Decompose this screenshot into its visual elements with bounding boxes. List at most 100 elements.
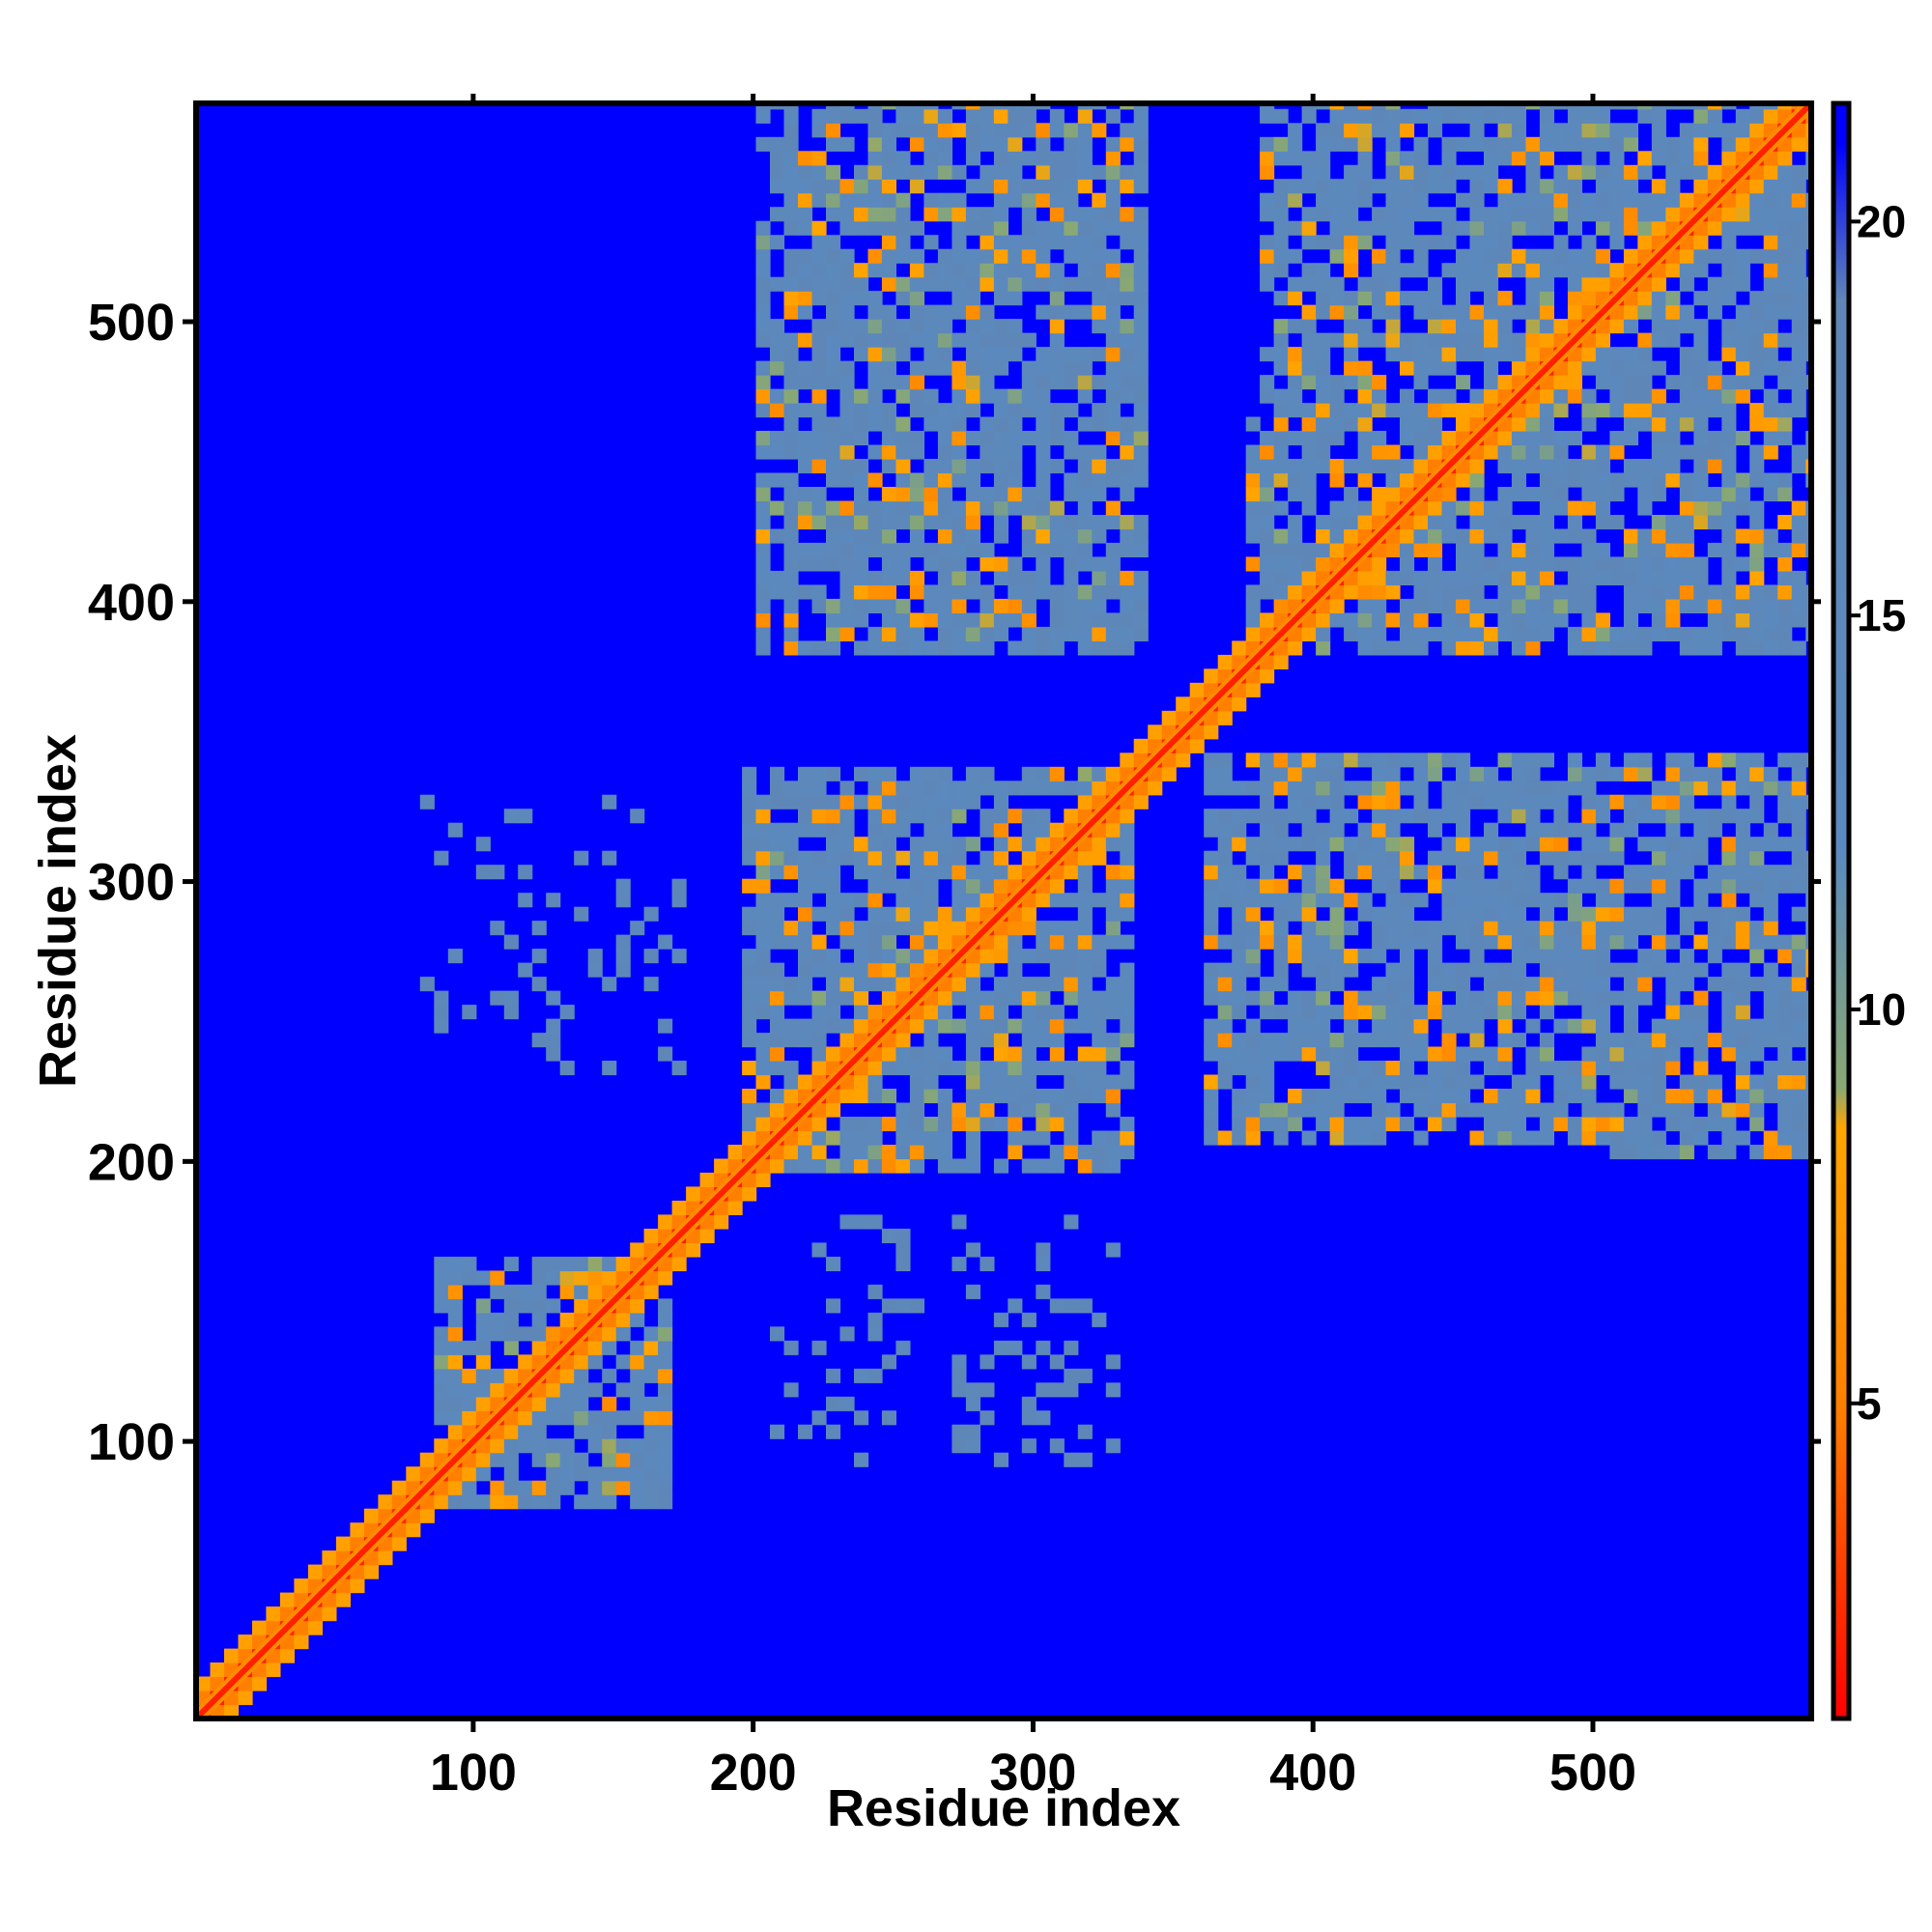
heatmap-cell xyxy=(867,472,883,488)
heatmap-cell xyxy=(1385,332,1401,348)
heatmap-cell xyxy=(630,1466,645,1482)
heatmap-cell xyxy=(1553,459,1569,474)
heatmap-cell xyxy=(1777,515,1793,530)
heatmap-cell xyxy=(1329,893,1345,908)
heatmap-cell xyxy=(1581,1089,1597,1104)
heatmap-cell xyxy=(1273,1046,1289,1062)
heatmap-cell xyxy=(1525,136,1541,152)
heatmap-cell xyxy=(1735,472,1750,488)
heatmap-cell xyxy=(1623,766,1638,781)
heatmap-cell xyxy=(658,1410,673,1426)
heatmap-cell xyxy=(895,151,911,166)
heatmap-cell xyxy=(937,794,952,810)
heatmap-cell xyxy=(434,1256,449,1271)
heatmap-cell xyxy=(1469,542,1485,557)
heatmap-cell xyxy=(881,151,896,166)
heatmap-cell xyxy=(1372,375,1387,390)
heatmap-cell xyxy=(462,1270,477,1286)
heatmap-cell xyxy=(993,1340,1009,1355)
heatmap-cell xyxy=(937,360,952,376)
heatmap-cell xyxy=(839,809,855,824)
heatmap-cell xyxy=(1679,1033,1694,1048)
heatmap-cell xyxy=(1008,977,1023,992)
heatmap-cell xyxy=(1511,347,1526,362)
heatmap-cell xyxy=(1049,416,1065,432)
heatmap-cell xyxy=(1484,1102,1499,1118)
heatmap-cell xyxy=(574,1382,589,1398)
heatmap-cell xyxy=(1484,360,1499,376)
heatmap-cell xyxy=(1665,584,1681,600)
heatmap-cell xyxy=(1497,878,1513,894)
heatmap-cell xyxy=(1777,360,1793,376)
heatmap-cell xyxy=(1204,781,1219,796)
heatmap-cell xyxy=(1064,1061,1079,1076)
heatmap-cell xyxy=(1665,990,1681,1006)
heatmap-cell xyxy=(798,403,813,418)
heatmap-cell xyxy=(798,584,813,600)
heatmap-cell xyxy=(615,1410,631,1426)
heatmap-cell xyxy=(1749,753,1765,768)
heatmap-cell xyxy=(602,1396,617,1411)
heatmap-cell xyxy=(1400,781,1415,796)
heatmap-cell xyxy=(1133,179,1149,194)
heatmap-cell xyxy=(1581,1117,1597,1132)
heatmap-cell xyxy=(895,431,911,446)
heatmap-cell xyxy=(1581,1074,1597,1090)
heatmap-cell xyxy=(1637,192,1653,208)
heatmap-cell xyxy=(1609,921,1625,936)
heatmap-cell xyxy=(881,1228,896,1243)
heatmap-cell xyxy=(1679,794,1694,810)
heatmap-cell xyxy=(1441,753,1457,768)
heatmap-cell xyxy=(965,319,980,334)
heatmap-cell xyxy=(630,1382,645,1398)
heatmap-cell xyxy=(867,1145,883,1160)
heatmap-cell xyxy=(1777,1074,1793,1090)
heatmap-cell xyxy=(1008,921,1023,936)
heatmap-cell xyxy=(1344,1046,1359,1062)
heatmap-cell xyxy=(643,1354,659,1370)
heatmap-cell xyxy=(1329,1089,1345,1104)
heatmap-cell xyxy=(1777,332,1793,348)
heatmap-cell xyxy=(1357,1061,1373,1076)
heatmap-cell xyxy=(1525,151,1541,166)
heatmap-cell xyxy=(1036,921,1051,936)
heatmap-cell xyxy=(993,403,1009,418)
heatmap-cell xyxy=(854,1018,869,1034)
heatmap-cell xyxy=(783,1074,799,1090)
heatmap-cell xyxy=(839,375,855,390)
heatmap-cell xyxy=(1357,1033,1373,1048)
heatmap-cell xyxy=(1400,108,1415,124)
heatmap-cell xyxy=(1049,1005,1065,1020)
heatmap-cell xyxy=(1232,878,1247,894)
heatmap-cell xyxy=(1260,136,1275,152)
heatmap-cell xyxy=(1357,459,1373,474)
heatmap-cell xyxy=(1749,934,1765,950)
heatmap-cell xyxy=(1133,515,1149,530)
heatmap-cell xyxy=(462,1480,477,1495)
heatmap-cell xyxy=(1092,347,1107,362)
heatmap-cell xyxy=(1749,179,1765,194)
heatmap-cell xyxy=(881,103,896,110)
heatmap-cell xyxy=(1637,794,1653,810)
heatmap-cell xyxy=(1791,235,1806,250)
heatmap-cell xyxy=(1581,934,1597,950)
heatmap-cell xyxy=(1525,248,1541,264)
heatmap-cell xyxy=(798,1130,813,1146)
heatmap-cell xyxy=(798,151,813,166)
heatmap-cell xyxy=(1469,108,1485,124)
heatmap-cell xyxy=(1344,1033,1359,1048)
heatmap-cell xyxy=(1273,459,1289,474)
heatmap-cell xyxy=(1021,248,1037,264)
heatmap-cell xyxy=(895,612,911,628)
heatmap-cell xyxy=(1372,1102,1387,1118)
heatmap-cell xyxy=(1344,809,1359,824)
heatmap-cell xyxy=(1064,515,1079,530)
heatmap-cell xyxy=(1064,781,1079,796)
heatmap-cell xyxy=(1581,1102,1597,1118)
heatmap-cell xyxy=(1316,1102,1331,1118)
heatmap-cell xyxy=(1036,949,1051,964)
heatmap-cell xyxy=(1791,263,1806,278)
heatmap-cell xyxy=(881,921,896,936)
heatmap-cell xyxy=(1260,1061,1275,1076)
